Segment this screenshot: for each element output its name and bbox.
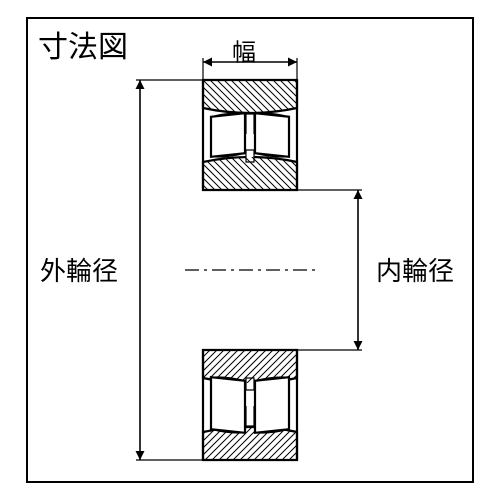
dimension-diagram-container: 寸法図 幅外輪径内輪径 (0, 0, 500, 500)
diagram-title: 寸法図 (38, 22, 128, 66)
diagram-frame (26, 17, 474, 483)
